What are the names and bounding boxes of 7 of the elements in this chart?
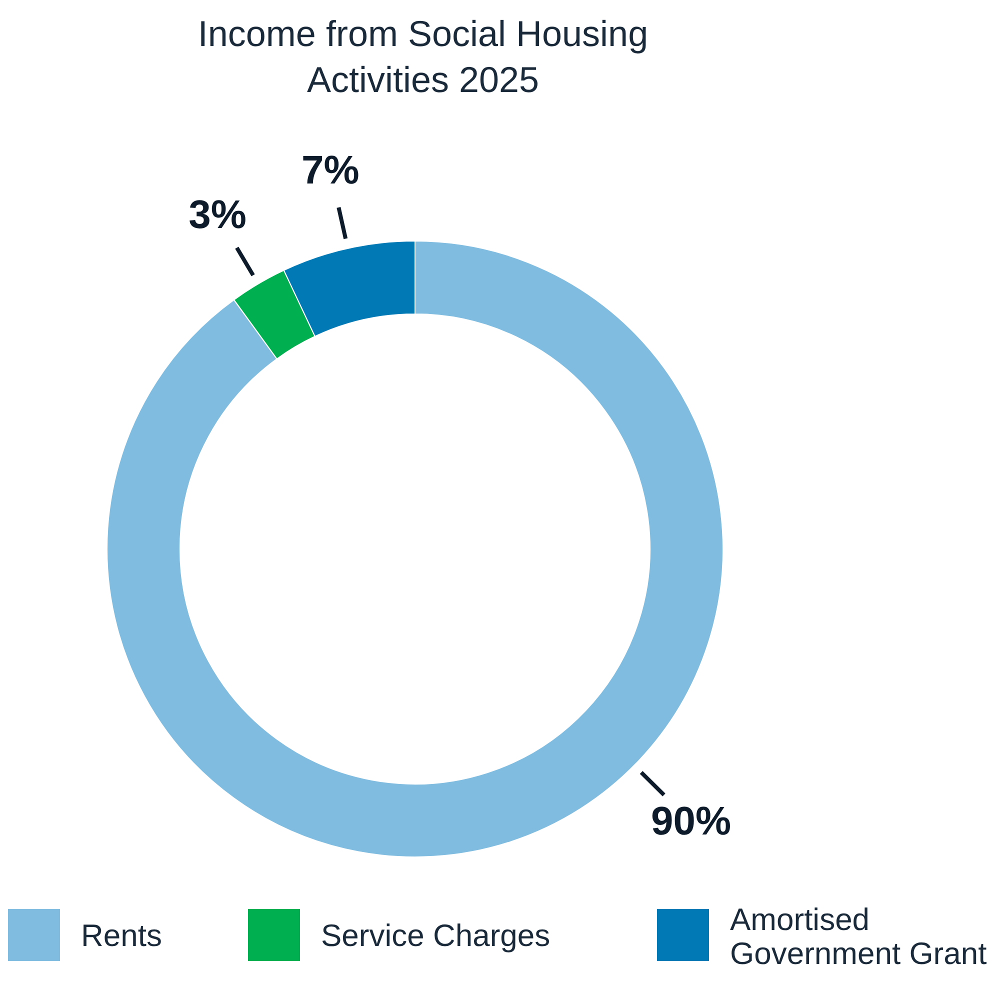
data-label: 7% bbox=[301, 148, 360, 192]
data-label: 3% bbox=[188, 193, 246, 238]
legend-label: Rents bbox=[81, 918, 162, 952]
legend-label: Service Charges bbox=[321, 918, 550, 952]
legend-label: Amortised Government Grant bbox=[730, 902, 988, 970]
chart-title: Income from Social Housing Activities 2025 bbox=[198, 13, 648, 100]
data-label: 90% bbox=[651, 800, 732, 844]
